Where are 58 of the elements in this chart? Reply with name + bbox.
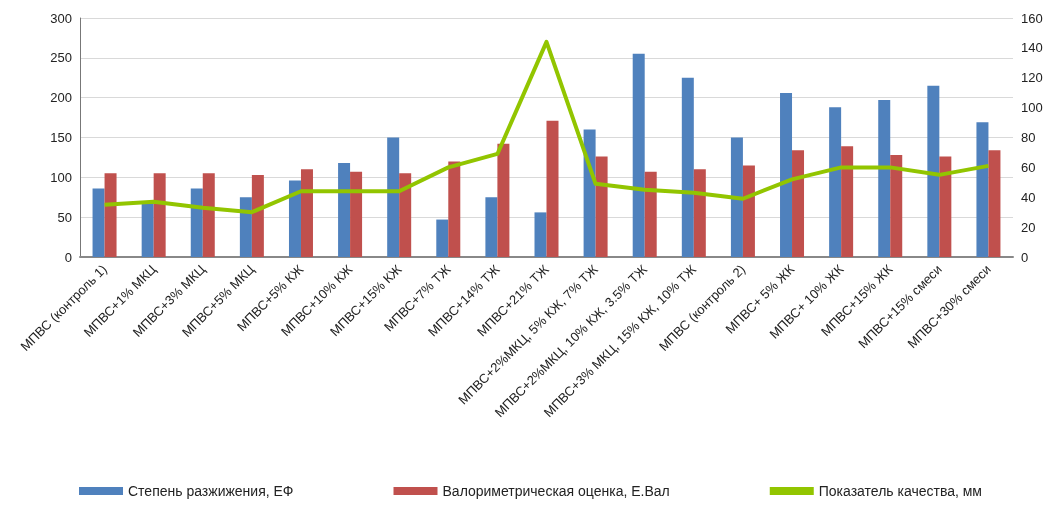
- y2-tick-label: 80: [1021, 130, 1036, 145]
- line-series: [102, 39, 991, 215]
- bar: [251, 174, 264, 257]
- bar: [534, 212, 547, 257]
- bar: [288, 180, 301, 257]
- bar: [681, 77, 694, 257]
- bar: [153, 173, 166, 257]
- bar: [583, 129, 596, 257]
- bar: [190, 188, 203, 257]
- y-tick-label: 300: [50, 10, 72, 26]
- bar: [202, 173, 215, 257]
- bar: [141, 201, 154, 257]
- legend-label: Валориметрическая оценка, Е.Вал: [442, 483, 670, 499]
- bar: [792, 150, 805, 257]
- y-tick-label: 150: [50, 130, 72, 145]
- bar: [890, 155, 903, 257]
- bar: [546, 120, 559, 257]
- y2-tick-label: 20: [1021, 219, 1036, 235]
- bar: [436, 219, 449, 257]
- bar: [399, 173, 412, 257]
- bar: [742, 165, 755, 257]
- bar: [497, 143, 510, 257]
- y-tick-label: 200: [50, 90, 72, 106]
- bar: [239, 197, 252, 257]
- bar: [350, 171, 363, 257]
- bar: [448, 161, 461, 257]
- y-tick-label: 50: [57, 209, 72, 225]
- y2-tick-label: 40: [1021, 189, 1036, 205]
- bar: [338, 162, 351, 257]
- y-tick-label: 0: [64, 249, 72, 265]
- bar: [878, 100, 891, 257]
- legend-label: Показатель качества, мм: [818, 483, 983, 499]
- y2-tick-label: 60: [1021, 159, 1036, 175]
- bar: [976, 122, 989, 257]
- bar: [595, 156, 608, 257]
- bar: [780, 92, 793, 257]
- y2-tick-label: 0: [1021, 249, 1029, 265]
- bar: [988, 150, 1001, 257]
- y-tick-label: 100: [50, 169, 72, 185]
- bar: [92, 188, 105, 257]
- legend-label: Степень разжижения, ЕФ: [128, 483, 294, 499]
- bar: [829, 107, 842, 257]
- bar: [632, 53, 645, 257]
- y2-tick-label: 100: [1021, 100, 1043, 116]
- bar: [693, 169, 706, 257]
- bar: [104, 173, 117, 257]
- bar: [485, 197, 498, 257]
- bar: [841, 146, 854, 257]
- bar: [387, 137, 400, 257]
- y2-tick-label: 160: [1021, 10, 1043, 26]
- bar: [927, 85, 940, 257]
- bar: [300, 169, 313, 257]
- bar: [730, 137, 743, 257]
- bar: [644, 171, 657, 257]
- y-tick-label: 250: [50, 50, 72, 66]
- y2-tick-label: 120: [1021, 70, 1043, 86]
- bar: [939, 156, 952, 257]
- y2-tick-label: 140: [1021, 40, 1043, 56]
